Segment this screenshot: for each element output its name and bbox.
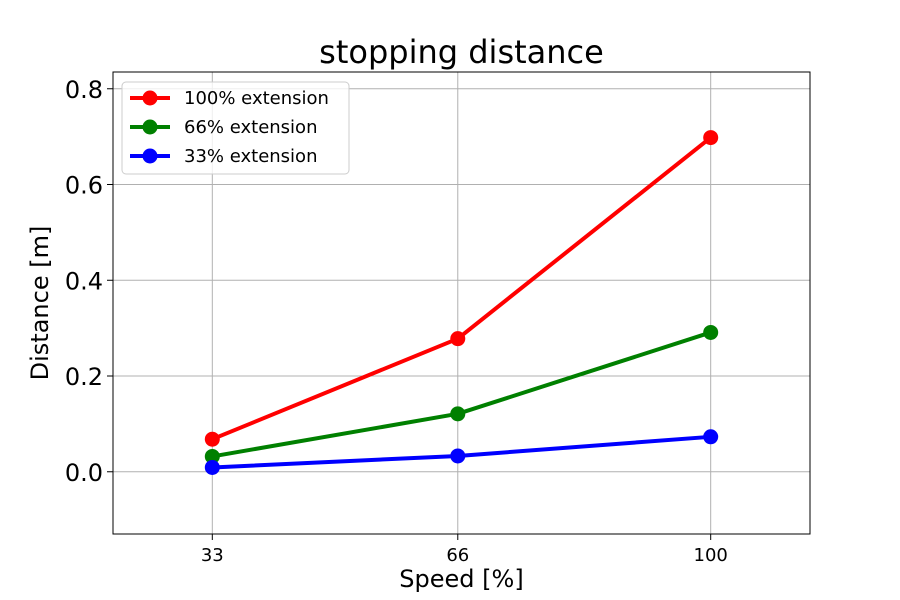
data-point [204,459,220,475]
series-lines [204,130,719,475]
legend-box [121,81,350,175]
chart-title: stopping distance [319,33,604,71]
data-point [703,324,719,340]
data-point [450,331,466,347]
y-tick-label: 0.4 [65,267,103,295]
legend-marker-2 [142,148,158,164]
x-tick-label: 33 [201,545,224,566]
y-axis-label: Distance [m] [26,226,54,381]
y-tick-label: 0.0 [65,459,103,487]
data-point [204,431,220,447]
y-tick-label: 0.8 [65,76,103,104]
x-axis: 33 66 100 [201,534,728,566]
y-tick-label: 0.6 [65,172,103,200]
legend-label-2: 33% extension [184,146,317,167]
data-point [703,429,719,445]
data-point [204,448,220,464]
data-point [450,448,466,464]
legend-marker-0 [142,90,158,106]
plot-frame [112,71,811,535]
x-tick-label: 66 [446,545,469,566]
legend-label-1: 66% extension [184,117,317,138]
y-axis: 0.0 0.2 0.4 0.6 0.8 [65,76,113,487]
y-tick-label: 0.2 [65,363,103,391]
legend: 100% extension 66% extension 33% extensi… [121,81,350,175]
data-point [450,406,466,422]
data-point [703,130,719,146]
legend-marker-1 [142,119,158,135]
x-axis-label: Speed [%] [399,565,523,593]
x-tick-label: 100 [694,545,728,566]
legend-label-0: 100% extension [184,88,329,109]
